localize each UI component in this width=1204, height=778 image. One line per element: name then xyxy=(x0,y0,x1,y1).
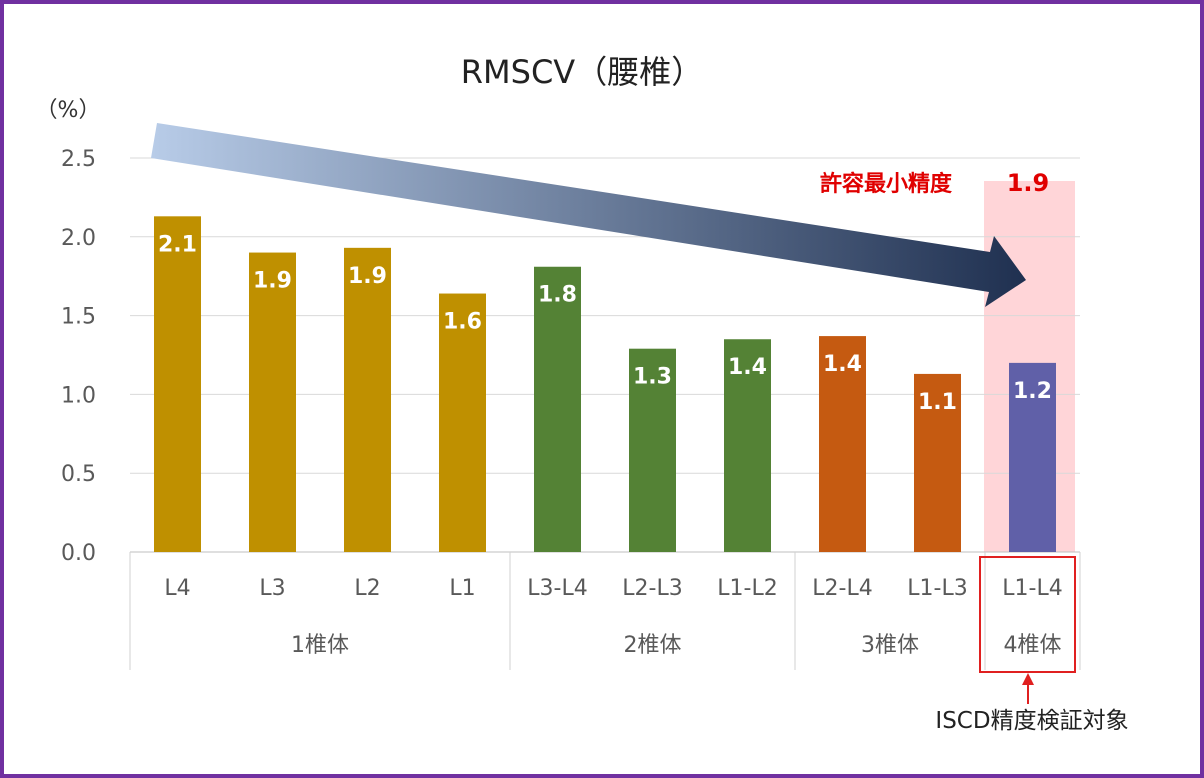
x-axis: L4 L3 L2 L1 L3-L4 L2-L3 L1-L2 L2-L4 L1-L3 L1-L4 1椎… xyxy=(129,552,1081,670)
data-label: 1.4 xyxy=(728,355,767,380)
category-label: L3-L4 xyxy=(527,576,587,601)
group-label: 1椎体 xyxy=(291,633,349,658)
bar-series xyxy=(154,216,1056,552)
threshold-label: 許容最小精度 xyxy=(820,171,953,197)
chart-title: RMSCV（腰椎） xyxy=(461,53,703,91)
bar-L3-L4 xyxy=(534,266,581,552)
y-tick-label: 1.0 xyxy=(61,383,96,408)
data-label: 1.1 xyxy=(918,390,957,415)
category-label: L2 xyxy=(354,576,380,601)
y-tick-label: 2.0 xyxy=(61,226,96,251)
category-label: L4 xyxy=(164,576,190,601)
target-label: ISCD精度検証対象 xyxy=(935,708,1128,734)
threshold-value: 1.9 xyxy=(1007,169,1050,197)
bar-L3 xyxy=(249,252,296,552)
data-label: 1.9 xyxy=(348,264,387,289)
bar-L2 xyxy=(344,247,391,552)
data-label: 1.6 xyxy=(443,310,482,335)
bar-L1 xyxy=(439,293,486,552)
y-tick-label: 0.0 xyxy=(61,541,96,566)
y-tick-label: 0.5 xyxy=(61,462,96,487)
data-label: 1.8 xyxy=(538,283,577,308)
group-label: 4椎体 xyxy=(1004,633,1062,658)
category-label: L2-L3 xyxy=(622,576,682,601)
category-label: L1 xyxy=(449,576,475,601)
data-label: 1.2 xyxy=(1013,379,1052,404)
data-label: 2.1 xyxy=(158,232,197,257)
category-label: L1-L3 xyxy=(907,576,967,601)
data-label: 1.9 xyxy=(253,269,292,294)
data-label: 1.4 xyxy=(823,352,862,377)
data-label: 1.3 xyxy=(633,365,672,390)
group-label: 2椎体 xyxy=(624,633,682,658)
category-label: L1-L4 xyxy=(1002,576,1062,601)
target-box xyxy=(979,556,1076,673)
bar-L2-L3 xyxy=(629,348,676,552)
y-tick-label: 1.5 xyxy=(61,305,96,330)
target-pointer-head xyxy=(1022,673,1034,685)
bar-L1-L2 xyxy=(724,339,771,552)
bar-L4 xyxy=(154,216,201,552)
category-label: L2-L4 xyxy=(812,576,872,601)
bar-L1-L4 xyxy=(1009,362,1056,552)
y-tick-label: 2.5 xyxy=(61,147,96,172)
data-labels: 2.1 1.9 1.9 1.6 1.8 1.3 1.4 1.4 1.1 1.2 xyxy=(158,232,1052,415)
group-label: 3椎体 xyxy=(861,633,919,658)
trend-arrow xyxy=(151,123,1026,307)
category-label: L3 xyxy=(259,576,285,601)
bar-L1-L3 xyxy=(914,373,961,552)
y-axis-ticks: 0.0 0.5 1.0 1.5 2.0 2.5 xyxy=(61,147,96,566)
category-label: L1-L2 xyxy=(717,576,777,601)
y-axis-label: （%） xyxy=(36,98,101,123)
bar-L2-L4 xyxy=(819,336,866,552)
